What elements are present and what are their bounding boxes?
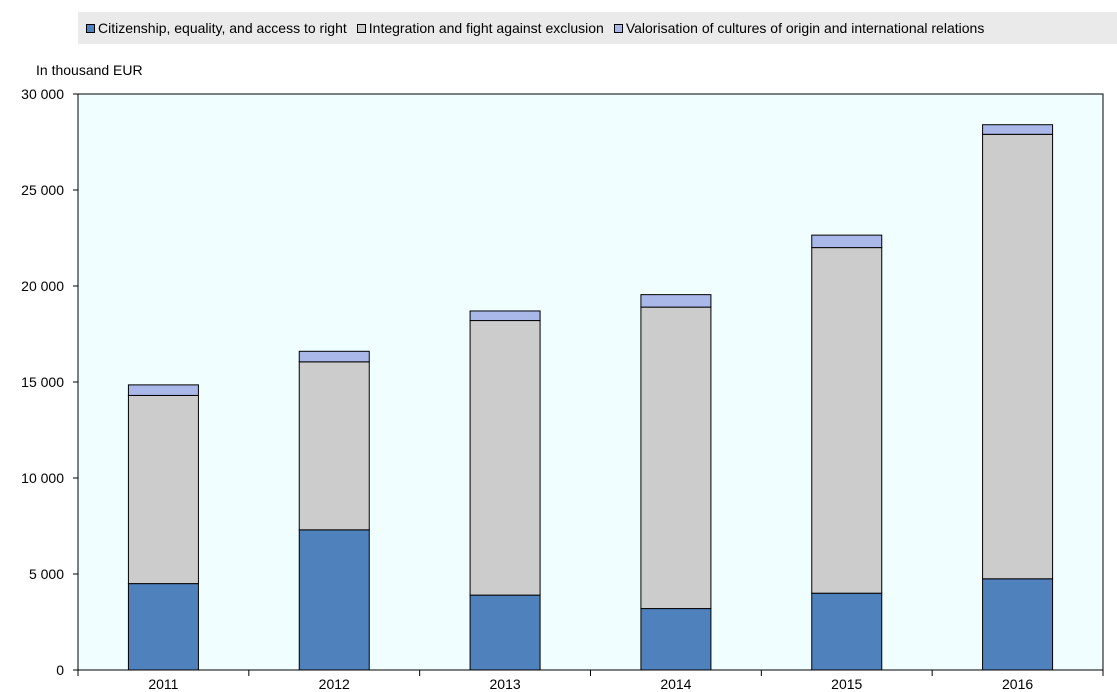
legend-swatch (356, 23, 366, 33)
bar-segment-2014-series-1 (640, 608, 712, 671)
bar-segment-2016-series-1 (982, 578, 1054, 671)
y-tick-label: 10 000 (21, 470, 64, 486)
x-tick-label: 2012 (319, 676, 350, 692)
bar-segment-2013-series-3 (469, 310, 541, 322)
bar-segment-2014-series-2 (640, 306, 712, 610)
legend-label: Valorisation of cultures of origin and i… (625, 20, 985, 36)
x-tick-label: 2014 (660, 676, 691, 692)
legend-label: Citizenship, equality, and access to rig… (98, 20, 347, 36)
chart-legend: Citizenship, equality, and access to rig… (78, 12, 1117, 44)
y-tick-label: 5 000 (29, 566, 64, 582)
bar-segment-2011-series-1 (127, 583, 199, 671)
y-axis-unit-label: In thousand EUR (36, 62, 143, 78)
x-tick-label: 2016 (1002, 676, 1033, 692)
bar-segment-2011-series-3 (127, 384, 199, 396)
legend-item: Integration and fight against exclusion (356, 20, 604, 36)
legend-label: Integration and fight against exclusion (368, 20, 604, 36)
legend-item: Valorisation of cultures of origin and i… (613, 20, 985, 36)
x-tick-label: 2013 (490, 676, 521, 692)
bar-segment-2014-series-3 (640, 294, 712, 308)
y-tick-label: 25 000 (21, 182, 64, 198)
bar-segment-2013-series-2 (469, 320, 541, 596)
bar-segment-2012-series-1 (298, 529, 370, 671)
bar-segment-2011-series-2 (127, 394, 199, 585)
x-tick-label: 2011 (148, 676, 178, 692)
bar-segment-2012-series-2 (298, 361, 370, 531)
bar-segment-2012-series-3 (298, 350, 370, 363)
bar-segment-2013-series-1 (469, 594, 541, 671)
bar-segment-2015-series-1 (811, 592, 883, 671)
y-tick-label: 0 (56, 662, 64, 678)
legend-swatch (86, 23, 95, 33)
plot-area (77, 93, 1104, 671)
bar-segment-2015-series-2 (811, 247, 883, 594)
bar-segment-2016-series-3 (982, 124, 1054, 135)
legend-item: Citizenship, equality, and access to rig… (86, 20, 347, 36)
y-tick-label: 20 000 (21, 278, 64, 294)
y-tick-label: 30 000 (21, 86, 64, 102)
bar-segment-2015-series-3 (811, 234, 883, 249)
bar-segment-2016-series-2 (982, 133, 1054, 580)
x-tick-label: 2015 (831, 676, 862, 692)
legend-swatch (613, 23, 623, 33)
y-tick-label: 15 000 (21, 374, 64, 390)
